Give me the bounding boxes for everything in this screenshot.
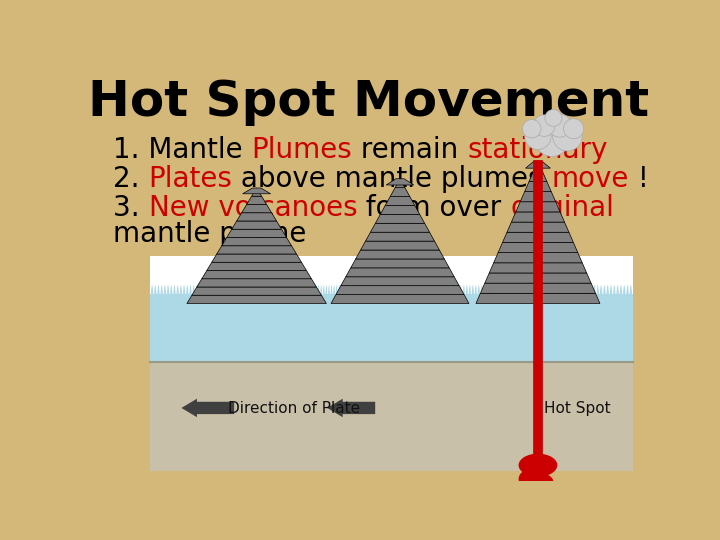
Polygon shape — [366, 232, 434, 241]
Polygon shape — [494, 253, 582, 263]
Circle shape — [548, 114, 571, 137]
Polygon shape — [503, 232, 573, 242]
Polygon shape — [346, 268, 454, 277]
Polygon shape — [485, 273, 591, 283]
Polygon shape — [525, 181, 552, 192]
Polygon shape — [242, 205, 271, 213]
Circle shape — [525, 123, 551, 150]
Polygon shape — [232, 221, 282, 230]
Bar — [150, 294, 632, 362]
Polygon shape — [380, 206, 420, 214]
Bar — [150, 362, 632, 471]
Polygon shape — [247, 196, 266, 205]
Text: above mantle plumes: above mantle plumes — [233, 165, 552, 193]
Polygon shape — [529, 171, 546, 181]
Polygon shape — [386, 179, 414, 185]
Polygon shape — [498, 242, 578, 253]
Polygon shape — [222, 238, 292, 246]
Polygon shape — [252, 188, 261, 196]
Polygon shape — [217, 246, 297, 254]
Polygon shape — [243, 188, 271, 194]
Polygon shape — [212, 254, 302, 262]
Text: stationary: stationary — [467, 136, 608, 164]
Text: Hot Spot Movement: Hot Spot Movement — [89, 78, 649, 126]
Polygon shape — [521, 192, 556, 202]
Polygon shape — [197, 279, 316, 287]
Polygon shape — [202, 271, 312, 279]
Polygon shape — [341, 277, 459, 286]
Polygon shape — [187, 295, 326, 303]
Circle shape — [564, 119, 584, 139]
Circle shape — [535, 123, 569, 157]
Text: 1. Mantle: 1. Mantle — [113, 136, 252, 164]
Circle shape — [545, 110, 562, 126]
Polygon shape — [351, 259, 449, 268]
Polygon shape — [511, 212, 564, 222]
Polygon shape — [516, 202, 560, 212]
Circle shape — [553, 122, 582, 151]
Circle shape — [523, 119, 541, 138]
Polygon shape — [489, 263, 587, 273]
Polygon shape — [227, 230, 287, 238]
FancyArrow shape — [327, 399, 375, 417]
Ellipse shape — [530, 474, 554, 491]
Ellipse shape — [518, 468, 548, 490]
Polygon shape — [480, 283, 595, 293]
Polygon shape — [390, 188, 410, 197]
Polygon shape — [237, 213, 276, 221]
Ellipse shape — [518, 454, 557, 477]
Polygon shape — [361, 241, 439, 250]
Polygon shape — [336, 286, 464, 295]
Text: Hot Spot: Hot Spot — [544, 401, 611, 416]
Text: Direction of Plate: Direction of Plate — [228, 401, 360, 416]
Polygon shape — [375, 214, 425, 224]
Polygon shape — [395, 179, 405, 188]
Text: New volcanoes: New volcanoes — [149, 194, 357, 222]
Text: original: original — [510, 194, 614, 222]
Text: Plumes: Plumes — [252, 136, 353, 164]
Polygon shape — [370, 224, 430, 232]
Polygon shape — [192, 287, 321, 295]
Text: move: move — [552, 165, 629, 193]
Polygon shape — [207, 262, 307, 271]
Text: !: ! — [629, 165, 649, 193]
Text: 3.: 3. — [113, 194, 149, 222]
Polygon shape — [507, 222, 569, 232]
Circle shape — [534, 115, 555, 137]
Polygon shape — [476, 293, 600, 303]
Text: form over: form over — [357, 194, 510, 222]
Text: Plates: Plates — [148, 165, 233, 193]
Bar — [150, 256, 632, 471]
FancyArrow shape — [181, 399, 234, 417]
Text: 2.: 2. — [113, 165, 148, 193]
Polygon shape — [356, 250, 444, 259]
Polygon shape — [534, 161, 542, 171]
Polygon shape — [331, 295, 469, 303]
Text: mantle plume: mantle plume — [113, 220, 307, 248]
Text: remain: remain — [353, 136, 467, 164]
Polygon shape — [526, 161, 550, 168]
Polygon shape — [385, 197, 415, 206]
